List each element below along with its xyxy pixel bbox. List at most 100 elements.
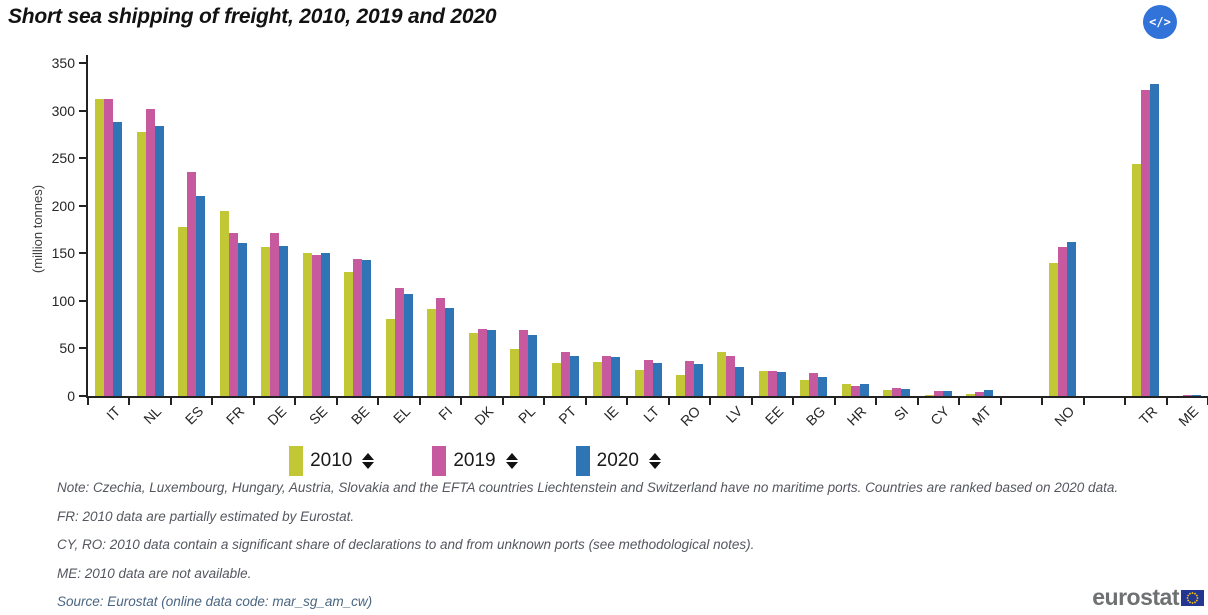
bar-TR-2020[interactable] [1150, 84, 1160, 396]
bar-EE-2019[interactable] [767, 371, 777, 396]
bar-SE-2019[interactable] [311, 255, 321, 396]
bar-MT-2010[interactable] [966, 394, 976, 396]
bar-PT-2020[interactable] [569, 356, 579, 396]
x-label-IT: IT [102, 403, 124, 424]
bar-DK-2010[interactable] [468, 333, 478, 396]
bar-CY-2019[interactable] [933, 391, 943, 396]
bar-SI-2019[interactable] [892, 388, 902, 396]
bar-FI-2010[interactable] [427, 309, 437, 396]
bar-EL-2019[interactable] [394, 288, 404, 396]
bar-FI-2019[interactable] [436, 298, 446, 396]
bar-PL-2020[interactable] [528, 335, 538, 396]
sort-toggle-2010[interactable] [362, 453, 375, 469]
x-label-FR: FR [222, 403, 248, 428]
legend-swatch-2020 [575, 446, 590, 476]
x-label-PL: PL [514, 403, 538, 427]
bar-BE-2019[interactable] [353, 259, 363, 396]
page-title: Short sea shipping of freight, 2010, 201… [8, 5, 497, 28]
bar-IE-2019[interactable] [602, 356, 612, 396]
bar-ME-2020[interactable] [1191, 395, 1201, 396]
bar-BE-2020[interactable] [362, 260, 372, 396]
bar-NO-2010[interactable] [1049, 263, 1059, 396]
bar-NL-2019[interactable] [145, 109, 155, 396]
bar-EL-2020[interactable] [403, 294, 413, 396]
bar-NL-2010[interactable] [136, 132, 146, 396]
bar-TR-2019[interactable] [1141, 90, 1151, 396]
bar-DK-2020[interactable] [486, 330, 496, 396]
bar-CY-2010[interactable] [924, 395, 934, 396]
bar-HR-2020[interactable] [859, 384, 869, 396]
bar-HR-2019[interactable] [850, 386, 860, 396]
bar-LV-2019[interactable] [726, 356, 736, 396]
bar-ME-2019[interactable] [1182, 395, 1192, 396]
bar-RO-2010[interactable] [675, 375, 685, 396]
bar-BG-2019[interactable] [809, 373, 819, 396]
bar-NO-2019[interactable] [1058, 247, 1068, 396]
eurostat-logo: eurostat [1092, 584, 1204, 611]
bar-DE-2010[interactable] [261, 247, 271, 396]
bar-BG-2020[interactable] [818, 377, 828, 396]
bar-HR-2010[interactable] [841, 384, 851, 396]
x-axis-line [86, 396, 1208, 398]
legend-item-2010[interactable]: 2010 [289, 446, 375, 476]
bar-LT-2020[interactable] [652, 363, 662, 396]
embed-code-button[interactable]: </> [1143, 5, 1177, 39]
bar-TR-2010[interactable] [1132, 164, 1142, 396]
y-tick-label: 250 [51, 150, 75, 167]
sort-toggle-2020[interactable] [648, 453, 661, 469]
bar-EE-2020[interactable] [776, 372, 786, 396]
bar-IT-2019[interactable] [104, 99, 114, 396]
bar-IE-2010[interactable] [593, 362, 603, 396]
y-tick-label: 200 [51, 197, 75, 214]
bar-PT-2010[interactable] [551, 363, 561, 396]
y-tick-label: 0 [67, 388, 75, 404]
x-tick [1082, 398, 1085, 405]
bar-LT-2010[interactable] [634, 370, 644, 396]
chart-legend: 2010 2019 2020 [0, 446, 950, 476]
bar-MT-2019[interactable] [975, 392, 985, 396]
bar-IT-2020[interactable] [113, 122, 123, 396]
bar-FR-2019[interactable] [228, 233, 238, 396]
bar-LV-2020[interactable] [735, 367, 745, 396]
bar-BG-2010[interactable] [800, 380, 810, 396]
x-tick [460, 398, 463, 405]
bar-IT-2010[interactable] [95, 99, 105, 396]
sort-down-icon [362, 462, 375, 469]
source-line[interactable]: Source: Eurostat (online data code: mar_… [57, 594, 373, 609]
x-label-TR: TR [1135, 403, 1161, 428]
x-tick [626, 398, 629, 405]
legend-label: 2019 [453, 450, 496, 471]
bar-FI-2020[interactable] [445, 308, 455, 396]
bar-RO-2019[interactable] [684, 361, 694, 396]
bar-DK-2019[interactable] [477, 329, 487, 396]
bar-ES-2010[interactable] [178, 227, 188, 396]
bar-SI-2020[interactable] [901, 389, 911, 396]
bar-EE-2010[interactable] [758, 371, 768, 396]
bar-ES-2020[interactable] [196, 196, 206, 396]
bar-CY-2020[interactable] [942, 391, 952, 396]
sort-toggle-2019[interactable] [505, 453, 518, 469]
legend-item-2020[interactable]: 2020 [575, 446, 661, 476]
bar-LT-2019[interactable] [643, 360, 653, 396]
bar-LV-2010[interactable] [717, 352, 727, 396]
bar-ES-2019[interactable] [187, 172, 197, 396]
bar-SE-2020[interactable] [320, 253, 330, 396]
bar-BE-2010[interactable] [344, 272, 354, 396]
bar-NO-2020[interactable] [1067, 242, 1077, 396]
bar-PL-2019[interactable] [519, 330, 529, 396]
bar-EL-2010[interactable] [385, 319, 395, 396]
bar-IE-2020[interactable] [611, 357, 621, 396]
bar-PT-2019[interactable] [560, 352, 570, 396]
x-label-LV: LV [722, 403, 746, 426]
bar-FR-2010[interactable] [219, 211, 229, 396]
bar-SI-2010[interactable] [883, 390, 893, 396]
bar-PL-2010[interactable] [510, 349, 520, 396]
bar-DE-2020[interactable] [279, 246, 289, 396]
bar-DE-2019[interactable] [270, 233, 280, 396]
bar-SE-2010[interactable] [302, 253, 312, 396]
bar-NL-2020[interactable] [154, 126, 164, 396]
bar-RO-2020[interactable] [693, 364, 703, 396]
legend-item-2019[interactable]: 2019 [432, 446, 518, 476]
bar-MT-2020[interactable] [984, 390, 994, 396]
bar-FR-2020[interactable] [237, 243, 247, 396]
